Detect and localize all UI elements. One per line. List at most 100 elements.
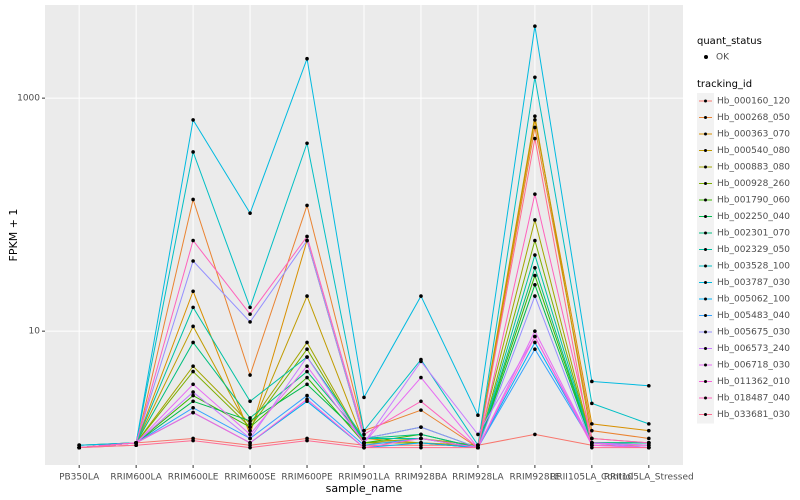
legend-swatch-point bbox=[704, 165, 707, 169]
data-point bbox=[476, 413, 480, 417]
legend-swatch-point bbox=[704, 231, 707, 235]
data-point bbox=[191, 118, 195, 122]
legend-swatch-point bbox=[704, 396, 707, 400]
x-axis-title: sample_name bbox=[326, 482, 403, 495]
legend-swatch-point bbox=[704, 363, 707, 367]
x-tick-label: RRIM928LA bbox=[452, 473, 504, 483]
data-point bbox=[533, 253, 537, 257]
data-point bbox=[647, 428, 651, 433]
data-point bbox=[419, 399, 423, 404]
data-point bbox=[248, 419, 252, 423]
legend-label: Hb_003787_030 bbox=[717, 278, 790, 288]
data-point bbox=[134, 443, 138, 448]
data-point bbox=[533, 329, 537, 333]
data-point bbox=[533, 282, 537, 287]
data-point bbox=[419, 432, 423, 437]
data-point bbox=[305, 369, 309, 374]
legend-title: quant_status bbox=[697, 36, 762, 47]
legend-label: Hb_000540_080 bbox=[717, 146, 790, 156]
legend-label: Hb_000363_070 bbox=[717, 130, 790, 140]
data-point bbox=[590, 379, 594, 384]
legend-label: Hb_005675_030 bbox=[717, 328, 790, 338]
data-point bbox=[647, 383, 651, 388]
legend-swatch-point bbox=[704, 215, 707, 218]
data-point bbox=[533, 347, 537, 352]
legend-swatch-point bbox=[704, 297, 707, 301]
legend-swatch-point bbox=[704, 314, 707, 317]
data-point bbox=[191, 259, 195, 263]
data-point bbox=[305, 355, 309, 359]
legend-label: Hb_005483_040 bbox=[717, 311, 790, 321]
legend-point bbox=[704, 55, 708, 59]
legend-swatch-point bbox=[704, 264, 707, 268]
data-point bbox=[647, 445, 651, 450]
x-tick-label: RRIM600LE bbox=[168, 473, 219, 483]
data-point bbox=[191, 369, 195, 374]
data-point bbox=[533, 340, 537, 345]
legend-label: Hb_000160_120 bbox=[717, 97, 790, 107]
legend-swatch-point bbox=[704, 132, 707, 136]
data-point bbox=[305, 234, 309, 239]
data-point bbox=[248, 320, 252, 324]
data-point bbox=[305, 238, 309, 243]
data-point bbox=[305, 294, 309, 298]
x-tick-label: RRIM600LA bbox=[110, 473, 162, 483]
data-point bbox=[305, 382, 309, 387]
legend-label: Hb_002250_040 bbox=[717, 212, 790, 222]
data-point bbox=[248, 441, 252, 445]
data-point bbox=[533, 265, 537, 270]
data-point bbox=[533, 273, 537, 278]
legend-swatch-point bbox=[704, 330, 707, 334]
data-point bbox=[647, 436, 651, 441]
data-point bbox=[305, 340, 309, 345]
data-point bbox=[248, 432, 252, 437]
data-point bbox=[191, 364, 195, 369]
data-point bbox=[533, 114, 537, 118]
legend-label: Hb_033681_030 bbox=[717, 410, 790, 420]
legend-label: Hb_002329_050 bbox=[717, 245, 790, 255]
data-point bbox=[419, 425, 423, 429]
y-tick-label: 1000 bbox=[17, 94, 40, 104]
data-point bbox=[305, 375, 309, 380]
data-point bbox=[305, 364, 309, 369]
data-point bbox=[191, 324, 195, 329]
data-point bbox=[533, 24, 537, 28]
data-point bbox=[191, 405, 195, 410]
data-point bbox=[305, 141, 309, 146]
data-point bbox=[533, 75, 537, 80]
data-point bbox=[419, 294, 423, 298]
x-tick-label: RRII105LA_Stressed bbox=[604, 473, 694, 483]
legend-label: Hb_000928_260 bbox=[717, 179, 790, 189]
data-point bbox=[362, 395, 366, 400]
data-point bbox=[362, 441, 366, 445]
legend-label: Hb_000883_080 bbox=[717, 163, 790, 173]
data-point bbox=[191, 150, 195, 154]
data-point bbox=[191, 438, 195, 443]
data-point bbox=[77, 445, 81, 450]
x-tick-label: RRIM928LE bbox=[509, 473, 560, 483]
data-point bbox=[419, 375, 423, 380]
legend-label: Hb_003528_100 bbox=[717, 262, 790, 272]
data-point bbox=[248, 425, 252, 429]
data-point bbox=[191, 340, 195, 345]
data-point bbox=[419, 408, 423, 412]
legend-swatch-point bbox=[704, 182, 707, 185]
x-tick-label: RRIM928BA bbox=[395, 473, 448, 483]
legend-swatch-point bbox=[704, 380, 707, 383]
data-point bbox=[248, 305, 252, 310]
data-point bbox=[362, 436, 366, 441]
data-point bbox=[533, 334, 537, 339]
data-point bbox=[248, 373, 252, 377]
data-point bbox=[533, 238, 537, 243]
legend-title: tracking_id bbox=[697, 79, 752, 90]
x-tick-label: RRIM901LA bbox=[338, 473, 390, 483]
x-tick-label: RRII105LA_Control bbox=[550, 473, 633, 483]
data-point bbox=[191, 305, 195, 310]
data-point bbox=[305, 393, 309, 398]
x-tick-label: RRIM600PE bbox=[281, 473, 333, 483]
data-point bbox=[248, 211, 252, 215]
data-point bbox=[191, 197, 195, 202]
legend-label: OK bbox=[716, 53, 730, 63]
data-point bbox=[191, 289, 195, 294]
data-point bbox=[191, 238, 195, 243]
